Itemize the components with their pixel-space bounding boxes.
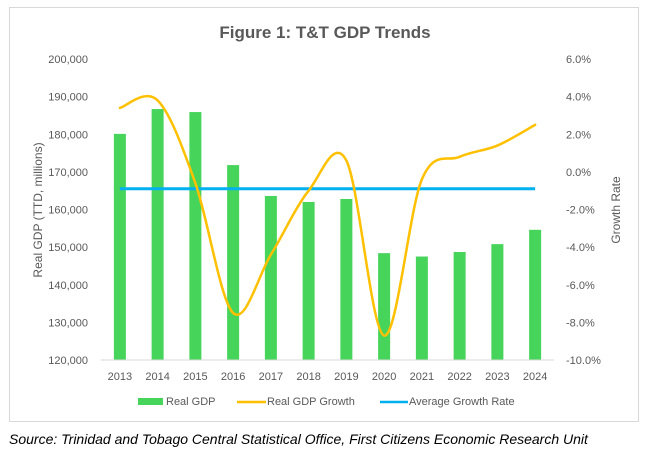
line-series <box>118 94 537 337</box>
y2-tick-label: 6.0% <box>566 54 591 66</box>
bar-real-gdp <box>453 252 466 360</box>
x-tick-label: 2021 <box>410 371 434 383</box>
y-tick-label: 180,000 <box>48 129 88 141</box>
y2-axis-title: Growth Rate <box>609 176 623 244</box>
real-gdp-growth-line <box>118 94 537 337</box>
bar-series <box>113 109 542 361</box>
bar-real-gdp <box>302 201 315 360</box>
chart-title: Figure 1: T&T GDP Trends <box>219 23 430 42</box>
bar-real-gdp <box>340 198 353 360</box>
source-note: Source: Trinidad and Tobago Central Stat… <box>9 431 588 447</box>
bar-real-gdp <box>491 244 504 360</box>
x-tick-label: 2020 <box>372 371 396 383</box>
x-tick-label: 2016 <box>221 371 245 383</box>
legend-label-real-gdp: Real GDP <box>166 396 216 408</box>
bar-real-gdp <box>189 112 202 361</box>
y-axis-right: -10.0% -8.0% -6.0% -4.0% -2.0% 0.0% 2.0% 4.0% 6.… <box>566 54 601 367</box>
legend-swatch-real-gdp <box>138 398 163 405</box>
x-tick-label: 2018 <box>296 371 320 383</box>
x-tick-label: 2013 <box>108 371 132 383</box>
y-tick-label: 160,000 <box>48 205 88 217</box>
x-axis: 2013 2014 2015 2016 2017 2018 2019 2020 2021 2022… <box>108 371 548 383</box>
bar-real-gdp <box>529 229 542 360</box>
y-tick-label: 120,000 <box>48 355 88 367</box>
y2-tick-label: -10.0% <box>566 355 601 367</box>
y-tick-label: 190,000 <box>48 92 88 104</box>
x-tick-label: 2014 <box>145 371 169 383</box>
x-tick-label: 2017 <box>259 371 283 383</box>
bar-real-gdp <box>227 165 240 360</box>
legend-label-real-gdp-growth: Real GDP Growth <box>267 396 355 408</box>
x-tick-label: 2022 <box>447 371 471 383</box>
y2-tick-label: -2.0% <box>566 205 595 217</box>
x-tick-label: 2019 <box>334 371 358 383</box>
y2-tick-label: -8.0% <box>566 317 595 329</box>
y2-tick-label: 2.0% <box>566 129 591 141</box>
bar-real-gdp <box>378 253 391 360</box>
legend-label-average-growth: Average Growth Rate <box>409 396 515 408</box>
y-tick-label: 130,000 <box>48 317 88 329</box>
bar-real-gdp <box>264 195 277 360</box>
x-tick-label: 2023 <box>485 371 509 383</box>
x-tick-label: 2024 <box>523 371 547 383</box>
y2-tick-label: 0.0% <box>566 167 591 179</box>
y-tick-label: 200,000 <box>48 54 88 66</box>
y2-tick-label: -6.0% <box>566 280 595 292</box>
y-tick-label: 150,000 <box>48 242 88 254</box>
y-tick-label: 170,000 <box>48 167 88 179</box>
x-tick-label: 2015 <box>183 371 207 383</box>
y-tick-label: 140,000 <box>48 280 88 292</box>
legend: Real GDP Real GDP Growth Average Growth Ra… <box>138 396 515 408</box>
y-axis-title: Real GDP (TTD, millions) <box>31 142 45 277</box>
y2-tick-label: 4.0% <box>566 92 591 104</box>
y-axis-left: 120,000 130,000 140,000 150,000 160,000 170,0… <box>48 54 88 367</box>
bar-real-gdp <box>113 133 126 360</box>
bar-real-gdp <box>151 109 164 360</box>
y2-tick-label: -4.0% <box>566 242 595 254</box>
bar-real-gdp <box>415 256 428 360</box>
